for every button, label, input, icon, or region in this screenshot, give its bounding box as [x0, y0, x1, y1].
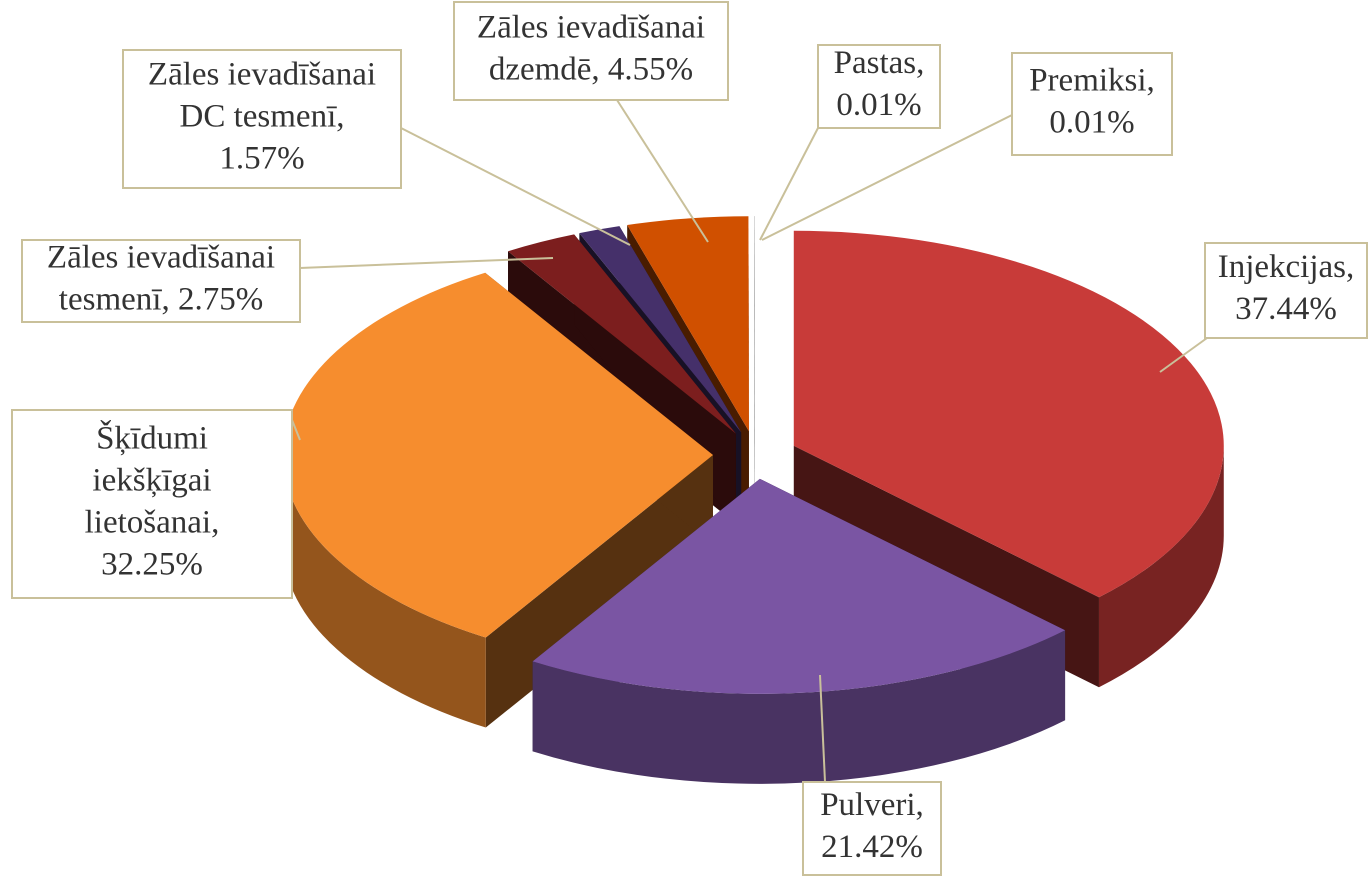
leader-line [759, 127, 819, 241]
slice-side [754, 216, 755, 521]
leader-line [1159, 337, 1208, 373]
slice-wall [532, 630, 1066, 784]
label-box [1204, 242, 1368, 339]
label-box [21, 239, 301, 323]
data-label: Premiksi, [1029, 63, 1155, 99]
leader-line [761, 114, 1013, 241]
slice-top [754, 216, 755, 431]
slice-wall [1098, 445, 1224, 688]
slice-wall [283, 455, 486, 728]
label-box [11, 409, 293, 599]
slice-top [793, 230, 1224, 598]
data-label: 21.42% [821, 829, 923, 865]
data-label: 0.01% [836, 87, 921, 123]
slice [532, 478, 1066, 784]
slice-top [532, 478, 1066, 694]
label-box [453, 1, 729, 101]
data-label: Pulveri, [820, 787, 924, 823]
slice-top [508, 234, 736, 434]
data-label: Šķīdumi [96, 419, 208, 457]
data-label: Zāles ievadīšanai [47, 240, 275, 276]
slice [754, 216, 755, 521]
leader-line [819, 674, 826, 783]
leader-line [291, 419, 301, 441]
data-label: iekšķīgai [92, 463, 211, 499]
label-box [817, 44, 941, 129]
slice-top [579, 226, 742, 433]
data-label: dzemdē, 4.55% [489, 52, 693, 88]
label-box [122, 49, 402, 189]
data-label: tesmenī, 2.75% [59, 282, 263, 318]
label-box [802, 781, 942, 876]
data-label: DC tesmenī, [180, 99, 345, 135]
data-label: Zāles ievadīšanai [477, 10, 705, 46]
data-label: Pastas, [834, 45, 925, 81]
leader-line [400, 127, 631, 246]
leader-line [616, 99, 709, 243]
data-label: Injekcijas, [1218, 249, 1355, 285]
slice-top [283, 272, 713, 638]
data-label: 37.44% [1235, 291, 1337, 327]
data-label: Zāles ievadīšanai [148, 57, 376, 93]
leader-line [299, 257, 554, 269]
data-label: 1.57% [219, 141, 304, 177]
data-label: 32.25% [101, 547, 203, 583]
label-box [1011, 52, 1173, 156]
data-label: 0.01% [1049, 105, 1134, 141]
data-label: lietošanai, [85, 505, 220, 541]
slice-top [627, 216, 749, 432]
